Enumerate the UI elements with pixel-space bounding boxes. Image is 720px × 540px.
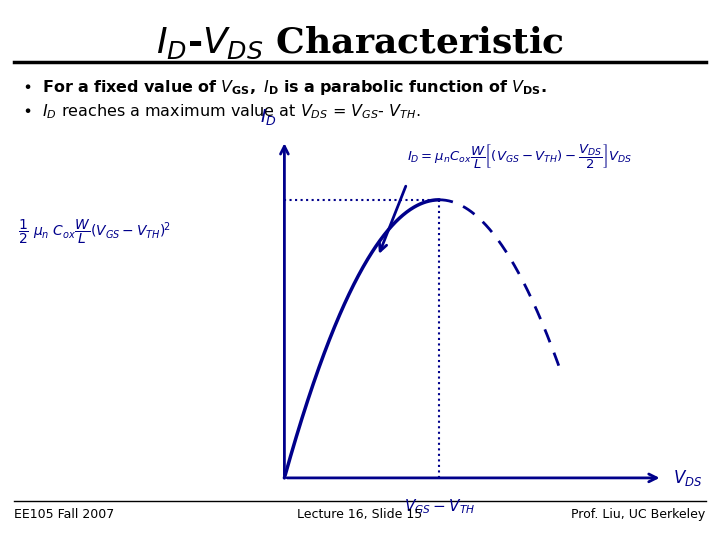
Text: Lecture 16, Slide 15: Lecture 16, Slide 15 (297, 508, 423, 521)
Text: $\mathit{V}_{GS}-\mathit{V}_{TH}$: $\mathit{V}_{GS}-\mathit{V}_{TH}$ (403, 497, 475, 516)
Text: Prof. Liu, UC Berkeley: Prof. Liu, UC Berkeley (572, 508, 706, 521)
Text: $\mathit{I}_{D}$-$\mathit{V}_{DS}$ Characteristic: $\mathit{I}_{D}$-$\mathit{V}_{DS}$ Chara… (156, 24, 564, 60)
Text: $\dfrac{1}{2}\ \mu_n\ C_{ox}\dfrac{W}{L}\left(V_{GS}-V_{TH}\right)^{\!2}$: $\dfrac{1}{2}\ \mu_n\ C_{ox}\dfrac{W}{L}… (18, 218, 171, 246)
Text: $\mathit{I}_{D}$: $\mathit{I}_{D}$ (261, 107, 276, 127)
Text: $\bullet$  $\mathbf{For\ a\ fixed\ value\ of}$ $\mathbf{\mathit{V}_{GS},}$ $\mat: $\bullet$ $\mathbf{For\ a\ fixed\ value\… (22, 78, 546, 97)
Text: EE105 Fall 2007: EE105 Fall 2007 (14, 508, 114, 521)
Text: $\bullet$  $\mathit{I}_{D}$ reaches a maximum value at $\mathit{V}_{DS}$ = $\mat: $\bullet$ $\mathit{I}_{D}$ reaches a max… (22, 103, 420, 122)
Text: $\mathit{V}_{DS}$: $\mathit{V}_{DS}$ (673, 468, 703, 488)
Text: $I_D = \mu_n C_{ox}\dfrac{W}{L}\left[\left(V_{GS}-V_{TH}\right)-\dfrac{V_{DS}}{2: $I_D = \mu_n C_{ox}\dfrac{W}{L}\left[\le… (407, 143, 632, 171)
